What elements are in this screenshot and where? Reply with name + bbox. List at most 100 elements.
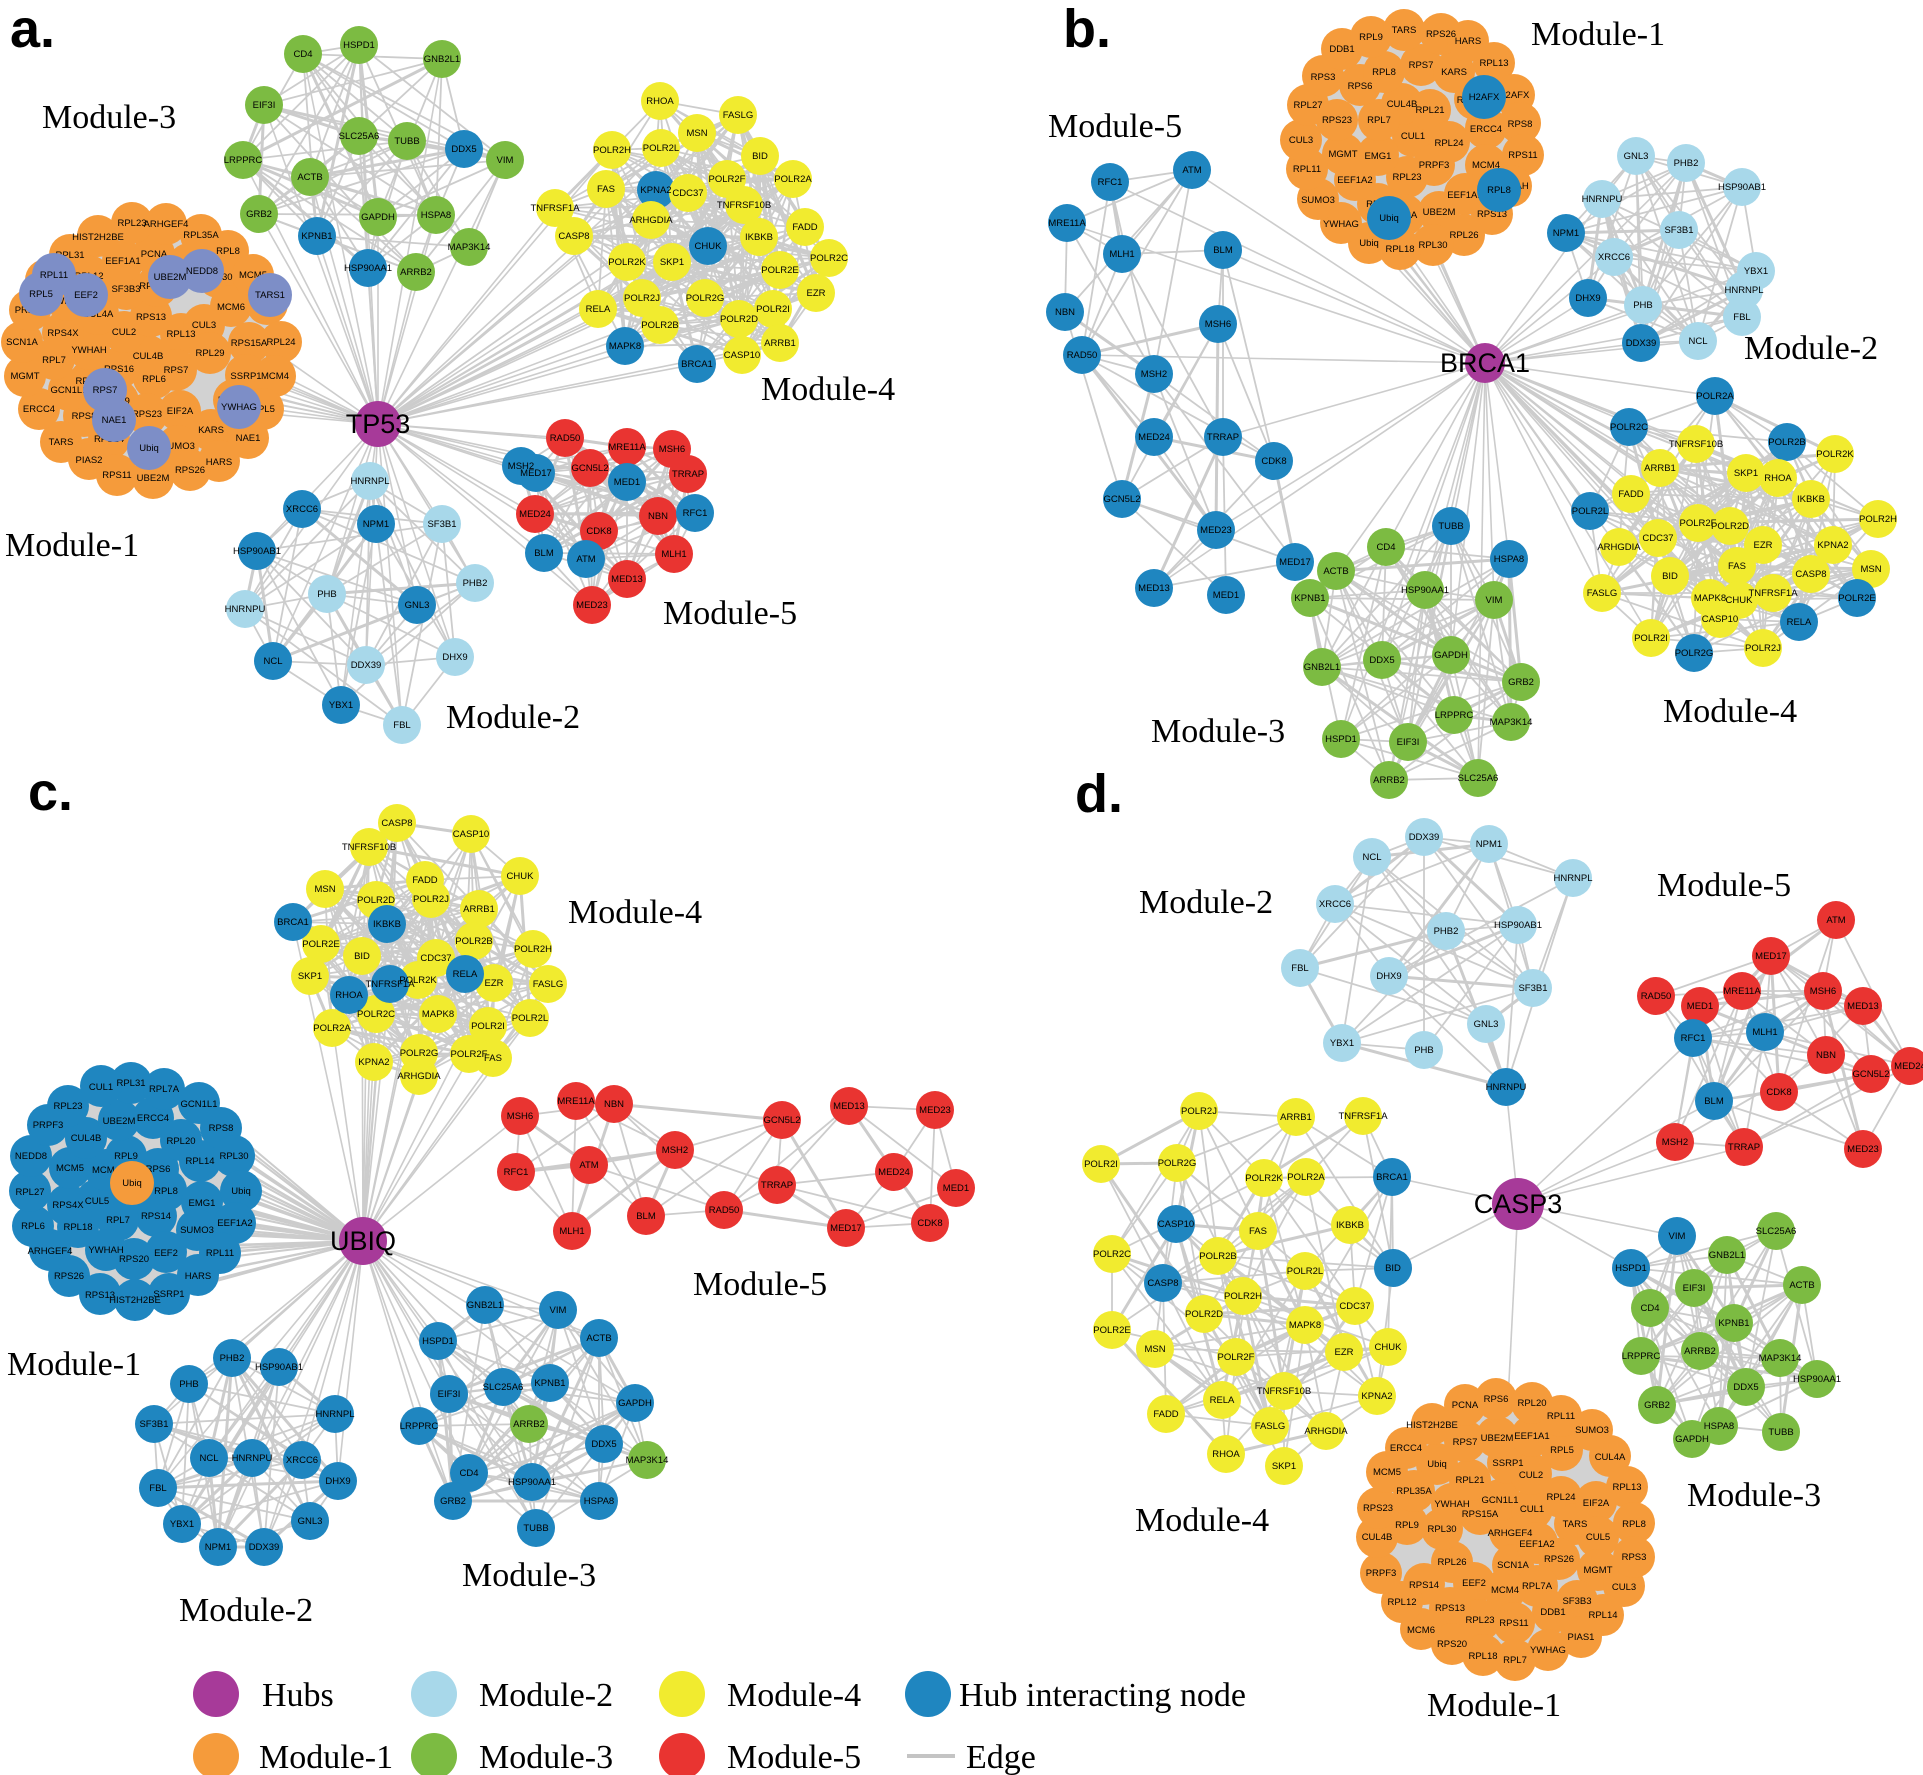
- svg-text:RPS3: RPS3: [1311, 72, 1336, 83]
- svg-text:VIM: VIM: [550, 1305, 567, 1316]
- svg-text:XRCC6: XRCC6: [1598, 252, 1630, 263]
- svg-text:GAPDH: GAPDH: [361, 212, 395, 223]
- svg-text:CASP3: CASP3: [1474, 1189, 1563, 1219]
- svg-text:POLR2H: POLR2H: [593, 145, 631, 156]
- svg-text:TRRAP: TRRAP: [761, 1180, 793, 1191]
- svg-text:SLC25A6: SLC25A6: [1458, 773, 1499, 784]
- svg-text:POLR2J: POLR2J: [1181, 1106, 1217, 1117]
- svg-text:CASP8: CASP8: [558, 231, 589, 242]
- svg-text:POLR2C: POLR2C: [810, 253, 848, 264]
- svg-text:RHOA: RHOA: [1764, 473, 1792, 484]
- svg-text:MAPK8: MAPK8: [1289, 1320, 1321, 1331]
- svg-text:GAPDH: GAPDH: [1434, 650, 1468, 661]
- svg-text:FBL: FBL: [149, 1483, 166, 1494]
- svg-text:NPM1: NPM1: [363, 519, 389, 530]
- svg-text:HNRNPU: HNRNPU: [1486, 1082, 1527, 1093]
- svg-text:FASLG: FASLG: [533, 979, 564, 990]
- svg-text:CDK8: CDK8: [917, 1218, 942, 1229]
- svg-text:MED13: MED13: [1138, 583, 1170, 594]
- svg-text:RPL11: RPL11: [1293, 164, 1321, 175]
- svg-text:MLH1: MLH1: [661, 549, 686, 560]
- svg-text:HSP90AA1: HSP90AA1: [344, 263, 392, 274]
- svg-text:HSPD1: HSPD1: [1615, 1263, 1647, 1274]
- svg-text:KARS: KARS: [198, 425, 224, 436]
- svg-text:ATM: ATM: [579, 1160, 598, 1171]
- svg-text:SLC25A6: SLC25A6: [339, 131, 380, 142]
- svg-text:MAP3K14: MAP3K14: [448, 242, 491, 253]
- svg-text:BID: BID: [1662, 571, 1678, 582]
- svg-text:GAPDH: GAPDH: [618, 1398, 652, 1409]
- svg-text:PHB2: PHB2: [463, 578, 488, 589]
- svg-text:TUBB: TUBB: [394, 136, 419, 147]
- svg-text:NBN: NBN: [604, 1099, 624, 1110]
- svg-text:RPL7: RPL7: [1503, 1655, 1527, 1666]
- svg-text:b.: b.: [1063, 0, 1111, 59]
- svg-text:RPL20: RPL20: [1517, 1398, 1546, 1409]
- svg-text:RPL26: RPL26: [1449, 230, 1478, 241]
- svg-text:MSH6: MSH6: [507, 1111, 533, 1122]
- svg-text:GCN5L2: GCN5L2: [1104, 494, 1141, 505]
- svg-text:RPS8: RPS8: [72, 411, 97, 422]
- svg-text:ARHGDIA: ARHGDIA: [1304, 1426, 1348, 1437]
- svg-text:SSRP1: SSRP1: [153, 1289, 184, 1300]
- svg-text:ARHGDIA: ARHGDIA: [629, 215, 673, 226]
- svg-text:RPL23: RPL23: [117, 218, 146, 229]
- svg-text:RPL6: RPL6: [21, 1221, 45, 1232]
- svg-text:MSN: MSN: [1144, 1344, 1165, 1355]
- svg-text:CUL3: CUL3: [1289, 135, 1313, 146]
- svg-text:Module-5: Module-5: [663, 595, 797, 632]
- svg-text:SKP1: SKP1: [1734, 468, 1758, 479]
- svg-text:IKBKB: IKBKB: [373, 919, 401, 930]
- svg-text:CDC37: CDC37: [420, 953, 451, 964]
- svg-text:EEF1A1: EEF1A1: [1447, 190, 1482, 201]
- svg-text:MLH1: MLH1: [1109, 249, 1134, 260]
- svg-text:Ubiq: Ubiq: [1427, 1459, 1447, 1470]
- svg-text:RPL8: RPL8: [1622, 1519, 1646, 1530]
- svg-text:HNRNPU: HNRNPU: [1582, 194, 1623, 205]
- svg-text:Module-5: Module-5: [1048, 108, 1182, 145]
- svg-text:MGMT: MGMT: [1328, 149, 1357, 160]
- svg-text:YWHAH: YWHAH: [88, 1245, 124, 1256]
- svg-text:LRPPRC: LRPPRC: [1435, 710, 1474, 721]
- svg-text:PRPF3: PRPF3: [1419, 160, 1450, 171]
- svg-text:MSH2: MSH2: [508, 461, 534, 472]
- svg-text:Module-1: Module-1: [1427, 1687, 1561, 1724]
- svg-text:CASP8: CASP8: [381, 818, 412, 829]
- svg-text:TRRAP: TRRAP: [1207, 432, 1239, 443]
- svg-text:PRPF3: PRPF3: [33, 1120, 64, 1131]
- svg-text:MED23: MED23: [1200, 525, 1232, 536]
- svg-text:EEF1A1: EEF1A1: [1514, 1431, 1549, 1442]
- svg-text:CASP10: CASP10: [1702, 614, 1738, 625]
- svg-text:EEF2: EEF2: [1462, 1578, 1486, 1589]
- svg-text:CASP8: CASP8: [1147, 1278, 1178, 1289]
- svg-text:KPNA2: KPNA2: [640, 185, 671, 196]
- svg-text:RPL7: RPL7: [106, 1215, 130, 1226]
- svg-text:RPL11: RPL11: [40, 270, 68, 281]
- svg-text:Module-2: Module-2: [479, 1677, 613, 1714]
- svg-text:MSN: MSN: [314, 884, 335, 895]
- svg-text:SUMO3: SUMO3: [180, 1225, 214, 1236]
- svg-text:POLR2A: POLR2A: [313, 1023, 351, 1034]
- svg-text:NBN: NBN: [1816, 1050, 1836, 1061]
- svg-text:Module-4: Module-4: [761, 371, 895, 408]
- svg-text:LRPPRC: LRPPRC: [1622, 1351, 1661, 1362]
- svg-text:GNL3: GNL3: [1624, 151, 1649, 162]
- svg-text:a.: a.: [10, 0, 55, 59]
- svg-text:XRCC6: XRCC6: [1319, 899, 1351, 910]
- svg-text:TUBB: TUBB: [1438, 521, 1463, 532]
- svg-text:VIM: VIM: [1669, 1231, 1686, 1242]
- svg-text:Module-2: Module-2: [1139, 884, 1273, 921]
- svg-text:RPL27: RPL27: [1293, 100, 1322, 111]
- svg-text:EEF1A2: EEF1A2: [1519, 1539, 1554, 1550]
- svg-text:DHX9: DHX9: [325, 1476, 350, 1487]
- svg-text:NBN: NBN: [1055, 307, 1075, 318]
- svg-text:RFC1: RFC1: [504, 1167, 529, 1178]
- svg-text:RPS13: RPS13: [1477, 209, 1507, 220]
- svg-text:PHB2: PHB2: [1434, 926, 1459, 937]
- svg-text:CUL4A: CUL4A: [1595, 1452, 1626, 1463]
- svg-text:FADD: FADD: [1153, 1409, 1178, 1420]
- svg-text:FADD: FADD: [1618, 489, 1643, 500]
- svg-text:MED1: MED1: [1687, 1001, 1713, 1012]
- svg-text:RPS26: RPS26: [1426, 29, 1456, 40]
- svg-text:RPS13: RPS13: [1435, 1603, 1465, 1614]
